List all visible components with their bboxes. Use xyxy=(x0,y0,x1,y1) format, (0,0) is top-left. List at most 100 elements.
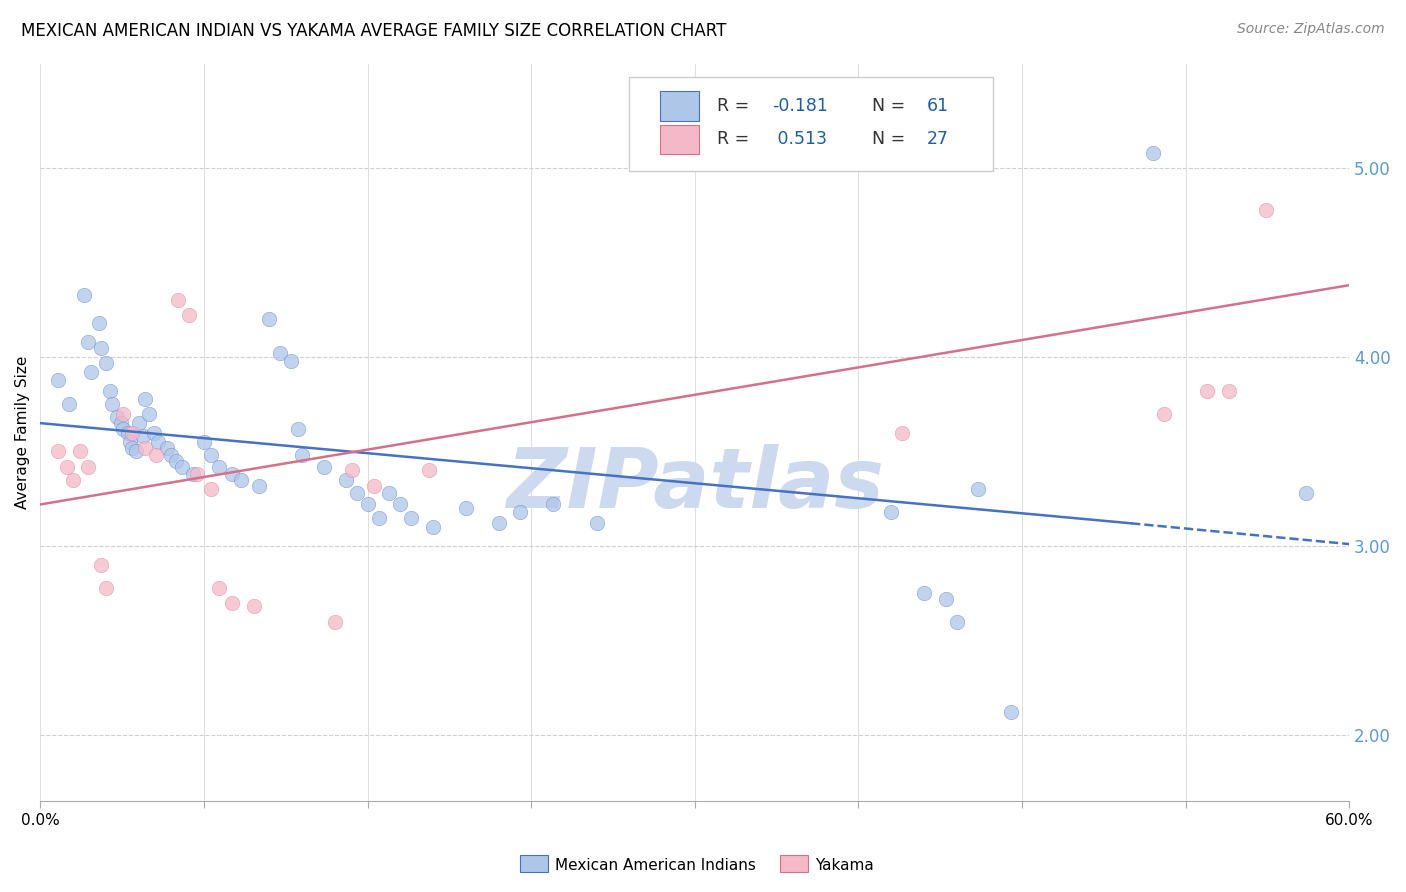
Point xyxy=(585,516,607,531)
Point xyxy=(138,407,160,421)
Point xyxy=(186,467,208,482)
Point xyxy=(118,435,141,450)
Text: 27: 27 xyxy=(927,130,949,148)
Point xyxy=(132,429,155,443)
Point xyxy=(363,478,385,492)
Point xyxy=(280,353,302,368)
Point xyxy=(1295,486,1317,500)
Text: MEXICAN AMERICAN INDIAN VS YAKAMA AVERAGE FAMILY SIZE CORRELATION CHART: MEXICAN AMERICAN INDIAN VS YAKAMA AVERAG… xyxy=(21,22,727,40)
FancyBboxPatch shape xyxy=(630,77,993,171)
Point xyxy=(367,510,389,524)
Point xyxy=(488,516,510,531)
Point xyxy=(46,444,69,458)
Point xyxy=(112,407,135,421)
Text: R =: R = xyxy=(717,130,755,148)
Point xyxy=(166,293,188,308)
FancyBboxPatch shape xyxy=(659,91,699,120)
Point xyxy=(200,448,222,462)
Point xyxy=(229,473,252,487)
Point xyxy=(221,596,243,610)
Y-axis label: Average Family Size: Average Family Size xyxy=(15,356,30,509)
Point xyxy=(98,384,121,398)
Point xyxy=(128,416,150,430)
Point xyxy=(112,422,135,436)
Point xyxy=(356,497,378,511)
Point xyxy=(945,615,967,629)
Point xyxy=(418,463,440,477)
Point xyxy=(269,346,291,360)
Point xyxy=(1000,706,1022,720)
Point xyxy=(125,444,148,458)
Text: Yakama: Yakama xyxy=(815,858,875,872)
Point xyxy=(160,448,183,462)
Point xyxy=(243,599,266,614)
Point xyxy=(110,416,132,430)
Point xyxy=(89,316,111,330)
Point xyxy=(101,397,124,411)
Point xyxy=(221,467,243,482)
Point xyxy=(312,459,335,474)
Point xyxy=(287,422,309,436)
Point xyxy=(935,591,957,606)
Point xyxy=(142,425,165,440)
Point xyxy=(342,463,364,477)
Point xyxy=(69,444,91,458)
Point xyxy=(422,520,444,534)
Point xyxy=(200,483,222,497)
Point xyxy=(1256,202,1278,217)
Point xyxy=(79,365,101,379)
Point xyxy=(247,478,270,492)
Text: Mexican American Indians: Mexican American Indians xyxy=(555,858,756,872)
Point xyxy=(55,459,77,474)
Point xyxy=(90,341,112,355)
Point xyxy=(1197,384,1219,398)
Point xyxy=(121,425,143,440)
Point xyxy=(208,459,231,474)
Point xyxy=(880,505,903,519)
Point xyxy=(77,459,100,474)
Point xyxy=(165,454,187,468)
FancyBboxPatch shape xyxy=(659,125,699,154)
Point xyxy=(208,581,231,595)
Point xyxy=(121,441,143,455)
Point xyxy=(891,425,914,440)
Point xyxy=(172,459,194,474)
Point xyxy=(389,497,412,511)
Point xyxy=(134,441,156,455)
Point xyxy=(541,497,564,511)
Point xyxy=(148,435,170,450)
Point xyxy=(378,486,401,500)
Text: -0.181: -0.181 xyxy=(772,97,828,115)
Point xyxy=(454,501,477,516)
Point xyxy=(1218,384,1240,398)
Point xyxy=(1153,407,1175,421)
Point xyxy=(90,558,112,572)
Point xyxy=(77,334,100,349)
Point xyxy=(73,287,96,301)
Point xyxy=(291,448,314,462)
Text: N =: N = xyxy=(860,97,911,115)
Point xyxy=(323,615,346,629)
Point xyxy=(156,441,179,455)
Point xyxy=(62,473,84,487)
Point xyxy=(193,435,215,450)
Point xyxy=(94,581,117,595)
Point xyxy=(46,373,69,387)
Point xyxy=(177,309,200,323)
Text: N =: N = xyxy=(860,130,911,148)
Point xyxy=(509,505,531,519)
Point xyxy=(967,483,990,497)
Point xyxy=(58,397,80,411)
Point xyxy=(145,448,167,462)
Point xyxy=(1142,145,1164,160)
Text: 0.513: 0.513 xyxy=(772,130,827,148)
Point xyxy=(181,467,204,482)
Text: Source: ZipAtlas.com: Source: ZipAtlas.com xyxy=(1237,22,1385,37)
Point xyxy=(335,473,357,487)
Point xyxy=(912,586,935,600)
Point xyxy=(134,392,156,406)
Text: R =: R = xyxy=(717,97,755,115)
Point xyxy=(346,486,368,500)
Point xyxy=(117,425,139,440)
Text: ZIPatlas: ZIPatlas xyxy=(506,443,884,524)
